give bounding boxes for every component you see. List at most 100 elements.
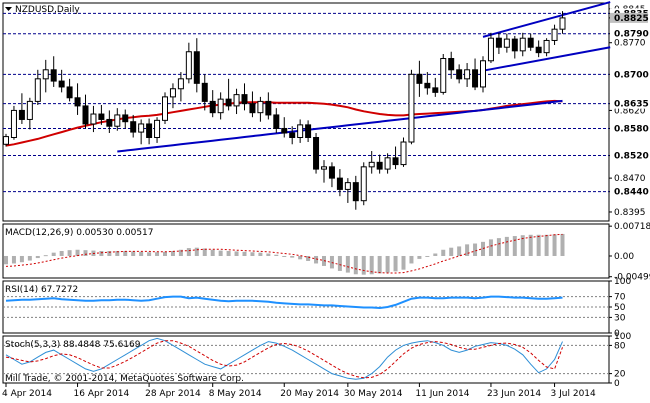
candle-body-up [321, 166, 327, 170]
macd-histogram-bar [155, 252, 160, 256]
candle-body-down [58, 80, 65, 88]
macd-histogram-bar [528, 234, 533, 256]
macd-histogram-bar [544, 234, 549, 256]
rsi-line [5, 295, 563, 310]
rsi-frame [2, 280, 610, 334]
candle-body-down [511, 38, 518, 52]
macd-histogram-bar [258, 252, 263, 256]
macd-histogram-bar [11, 255, 16, 264]
main-chart-title: NZDUSD,Daily [15, 5, 80, 15]
candle [114, 108, 121, 131]
stoch-signal-line [5, 340, 563, 379]
candle [416, 60, 423, 97]
candle [344, 178, 351, 203]
candle [122, 109, 129, 129]
candle [185, 42, 192, 84]
candle-body-down [336, 177, 343, 190]
level-price-label: 0.8580 [614, 124, 649, 134]
candle-body-up [90, 113, 97, 125]
candle [456, 64, 463, 84]
candle [432, 77, 439, 97]
macd-histogram-bar [51, 252, 56, 256]
price-tick-label: 0.8470 [614, 174, 646, 184]
candle-body-up [177, 78, 184, 90]
candlesticks [3, 11, 566, 210]
price-tick-label: 0.8770 [614, 39, 646, 49]
stoch-frame [2, 335, 610, 384]
candle-body-down [209, 100, 216, 114]
time-tick-label: 3 Jul 2014 [551, 389, 596, 399]
candle [543, 38, 550, 57]
candle-body-down [305, 124, 312, 139]
candle [321, 160, 327, 183]
candle [328, 162, 335, 188]
candle-body-down [225, 98, 232, 107]
candle [106, 110, 113, 133]
copyright-text: Mill Trade, © 2001-2014, MetaQuotes Soft… [5, 374, 244, 384]
candle-body-up [368, 161, 375, 168]
candle [66, 78, 73, 102]
candle [273, 108, 280, 133]
candle-body-up [114, 114, 121, 127]
candle-body-up [3, 136, 9, 145]
macd-histogram-bar [393, 255, 398, 272]
symbol-menu-icon[interactable] [5, 7, 12, 11]
macd-histogram-bar [242, 251, 247, 256]
candle-body-down [416, 73, 423, 84]
candle-body-down [527, 37, 534, 48]
candle [368, 151, 375, 174]
candle-body-down [535, 46, 542, 54]
macd-histogram-bar [170, 251, 175, 256]
candle [448, 51, 455, 79]
candle-body-up [559, 17, 566, 30]
candle [376, 154, 383, 174]
candle-body-up [138, 123, 145, 133]
macd-pane: 0.00718 0.00 -0.00499 [2, 222, 650, 283]
candle-body-up [233, 94, 240, 107]
candle [535, 40, 542, 58]
candle-body-down [352, 182, 359, 202]
candle [400, 137, 407, 167]
candle [297, 119, 304, 143]
macd-histogram-bar [19, 255, 24, 263]
macd-histogram-bar [298, 255, 303, 260]
macd-histogram-bar [306, 255, 311, 261]
time-tick-label: 8 May 2014 [209, 389, 262, 399]
candle [257, 96, 264, 122]
macd-histogram-bar [345, 255, 350, 273]
macd-histogram-bar [369, 255, 374, 275]
macd-histogram-bar [465, 244, 470, 256]
time-tick-label: 30 May 2014 [344, 389, 403, 399]
candle-body-up [400, 141, 407, 166]
rsi-tick-label: 100 [614, 277, 631, 287]
macd-histogram-bar [536, 234, 541, 256]
candle [472, 58, 479, 91]
macd-histogram-bar [194, 247, 199, 256]
candle [408, 69, 415, 145]
main-chart-pane [2, 2, 610, 222]
level-label-bg [610, 123, 648, 134]
moving-averages [5, 99, 563, 153]
rsi-title: RSI(14) 67.7272 [5, 285, 78, 295]
macd-histogram-bar [234, 251, 239, 256]
stoch-title: Stoch(5,3,3) 88.4848 75.6169 [5, 340, 141, 350]
candle [313, 132, 320, 174]
candle [34, 69, 41, 106]
macd-histogram-bar [425, 255, 430, 257]
macd-histogram-bar [250, 252, 255, 256]
macd-histogram-bar [560, 233, 565, 256]
macd-histogram-bar [433, 253, 438, 256]
macd-histogram-bar [409, 255, 414, 264]
macd-histogram-bar [353, 255, 358, 275]
candle [162, 92, 168, 124]
candle-body-down [146, 123, 153, 139]
sma-slow-line [117, 99, 563, 153]
level-price-label: 0.8440 [614, 188, 649, 198]
candle [511, 35, 518, 59]
stoch-tick-label: 100 [614, 332, 631, 342]
candle [424, 72, 431, 95]
level-price-label: 0.8790 [614, 30, 649, 40]
candle-body-up [34, 78, 41, 102]
macd-histogram-bar [417, 255, 422, 259]
